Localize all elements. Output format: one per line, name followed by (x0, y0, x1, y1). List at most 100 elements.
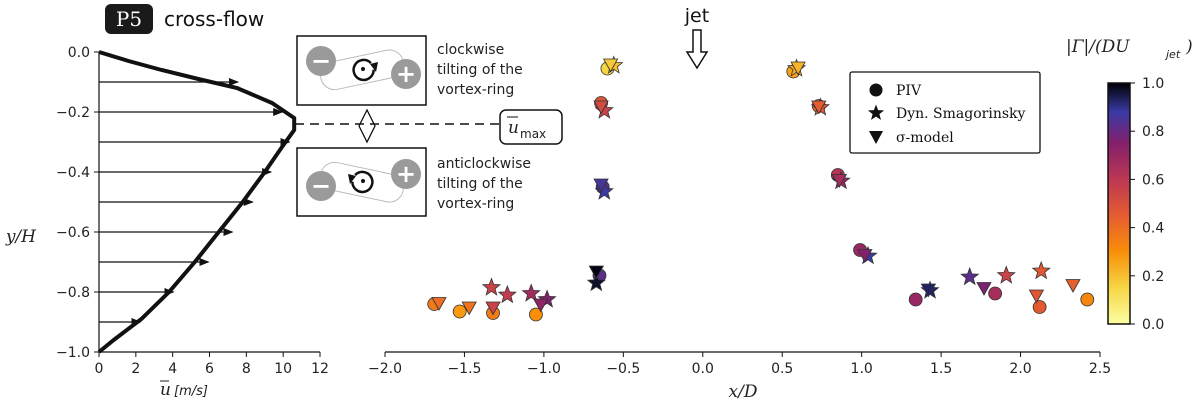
data-point-star (586, 272, 606, 292)
data-point-star (996, 265, 1016, 284)
legend-marker-triangle (869, 131, 883, 144)
profile-x-label-var: u (160, 380, 171, 400)
scatter-x-tick-label: 2.5 (1089, 361, 1111, 377)
profile-y-tick-label: −0.2 (56, 105, 90, 121)
data-point-triangle (976, 282, 992, 296)
anticlockwise-rotation-icon (351, 170, 374, 194)
bottom-desc-line-3: vortex-ring (437, 196, 514, 212)
top-desc-line-3: vortex-ring (437, 82, 514, 98)
data-point-triangle (920, 283, 937, 298)
colorbar-label-sub: jet (1164, 48, 1181, 61)
scatter-x-tick-label: 2.0 (1009, 361, 1031, 377)
vortex-schematic-bottom: − + anticlockwise tilting of the vortex-… (296, 147, 531, 217)
colorbar-tick-label: 0.0 (1142, 317, 1164, 333)
profile-x-tick-label: 6 (205, 361, 214, 377)
legend-marker-star (867, 104, 885, 120)
scatter-panel: −2.0 −1.5 −1.0 −0.5 0.0 0.5 1.0 1.5 2.0 2.5 x/D (368, 55, 1111, 402)
scatter-x-tick-label: 1.0 (851, 361, 873, 377)
data-point-star (521, 283, 541, 302)
data-point-circle (529, 307, 543, 322)
data-point-triangle (831, 174, 848, 188)
panel-title: cross-flow (164, 7, 264, 31)
profile-y-label: y/H (5, 227, 37, 247)
positive-vortex-icon (391, 59, 421, 89)
colorbar-tick-label: 0.6 (1142, 172, 1164, 188)
profile-x-label-unit: [m/s] (174, 384, 208, 399)
data-point-triangle (1028, 289, 1045, 304)
legend-box (849, 71, 1041, 154)
data-point-circle (1032, 300, 1047, 314)
clockwise-rotation-icon (352, 58, 375, 82)
data-point-triangle (602, 58, 619, 73)
colorbar-gradient (1107, 82, 1131, 325)
umax-box (499, 109, 563, 145)
profile-y-tick-label: −0.8 (56, 285, 90, 301)
top-desc-line-2: tilting of the (437, 62, 523, 78)
minus-symbol: − (311, 47, 331, 75)
data-point-triangle (588, 265, 605, 280)
data-point-circle (452, 304, 467, 319)
profile-y-ticks: 0.0 −0.2 −0.4 −0.6 −0.8 −1.0 (56, 45, 99, 361)
colorbar-tick-label: 0.4 (1142, 221, 1164, 237)
profile-x-label: u [m/s] (160, 380, 208, 400)
colorbar: 0.0 0.2 0.4 0.6 0.8 1.0 |Γ|/(DU jet ) (1066, 37, 1193, 333)
data-point-triangle (790, 61, 806, 76)
vortex-schematic-top: − + clockwise tilting of the vortex-ring (296, 35, 523, 106)
profile-x-ticks: 0 2 4 6 8 10 12 (95, 352, 329, 377)
data-point-star (1031, 260, 1051, 280)
scatter-x-tick-label: 0.5 (771, 361, 793, 377)
scatter-x-ticks: −2.0 −1.5 −1.0 −0.5 0.0 0.5 1.0 1.5 2.0 2.5 (368, 352, 1111, 377)
jet-arrow-icon (685, 29, 709, 70)
scatter-x-tick-label: −1.5 (447, 361, 481, 377)
colorbar-ticks: 0.0 0.2 0.4 0.6 0.8 1.0 (1130, 76, 1164, 333)
positive-vortex-icon-2 (391, 159, 421, 189)
negative-vortex-icon-2 (306, 171, 336, 201)
velocity-arrows (99, 78, 291, 326)
scatter-x-tick-label: 1.5 (930, 361, 952, 377)
minus-symbol-2: − (311, 172, 331, 200)
scatter-x-tick-label: 0.0 (692, 361, 714, 377)
colorbar-label-end: ) (1185, 37, 1193, 57)
profile-y-tick-label: 0.0 (68, 45, 90, 61)
data-point-circle (908, 292, 923, 307)
data-point-triangle (811, 100, 827, 115)
velocity-profile-curve (97, 50, 297, 354)
profile-y-tick-label: −1.0 (56, 345, 90, 361)
data-point-circle (988, 286, 1003, 301)
profile-x-tick-label: 12 (311, 361, 329, 377)
legend-entry-sigma: σ-model (896, 130, 954, 146)
profile-x-tick-label: 0 (95, 361, 104, 377)
profile-x-tick-label: 2 (131, 361, 140, 377)
data-point-star (481, 277, 502, 296)
profile-y-tick-label: −0.4 (56, 165, 90, 181)
velocity-profile-panel: 0.0 −0.2 −0.4 −0.6 −0.8 −1.0 0 2 4 6 8 10 12 y/H u … (5, 45, 329, 400)
data-point-triangle (1065, 279, 1081, 293)
legend: PIV Dyn. Smagorinsky σ-model (849, 71, 1041, 154)
legend-entry-smagorinsky: Dyn. Smagorinsky (896, 106, 1026, 122)
data-point-star (594, 181, 614, 200)
umax-label: u (508, 118, 519, 138)
profile-x-tick-label: 10 (274, 361, 292, 377)
umax-subscript: max (520, 127, 546, 141)
scatter-x-tick-label: −0.5 (606, 361, 640, 377)
data-point-triangle (431, 297, 447, 311)
profile-x-tick-label: 4 (168, 361, 177, 377)
scatter-x-tick-label: −2.0 (368, 361, 402, 377)
colorbar-tick-label: 0.8 (1142, 124, 1164, 140)
data-point-triangle (461, 301, 477, 316)
scatter-points (427, 55, 1095, 322)
data-point-triangle (593, 178, 609, 193)
data-point-triangle (593, 100, 609, 115)
data-point-triangle (533, 298, 549, 313)
plus-symbol-2: + (396, 160, 416, 188)
legend-marker-circle (869, 83, 883, 97)
panel-tag-box (105, 4, 153, 34)
colorbar-tick-label: 1.0 (1142, 76, 1164, 92)
panel-tag: P5 (116, 7, 142, 31)
data-point-triangle (485, 301, 501, 316)
profile-y-tick-label: −0.6 (56, 225, 90, 241)
bottom-desc-line-2: tilting of the (437, 176, 523, 192)
top-desc-line-1: clockwise (437, 42, 504, 58)
colorbar-label: |Γ|/(DU (1066, 37, 1130, 57)
